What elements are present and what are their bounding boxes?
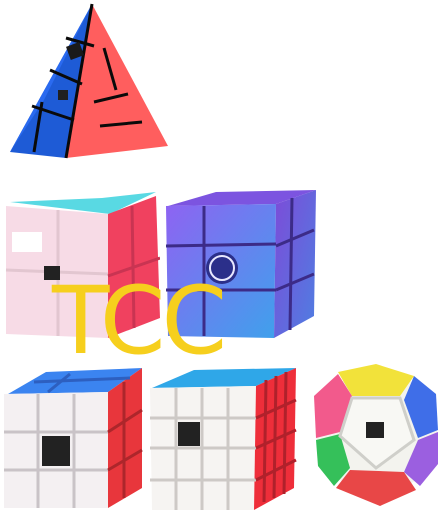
pyraminx-puzzle <box>4 2 168 164</box>
megaminx-puzzle-icon <box>314 364 438 506</box>
tcc-overlay-text: TCC <box>52 267 227 376</box>
2x2-cube-icon <box>5 192 160 338</box>
mirror-cube-icon <box>165 190 316 338</box>
2x2-cube <box>4 192 160 342</box>
megaminx-puzzle <box>310 360 444 508</box>
4x4-cube-icon <box>150 368 297 510</box>
pyraminx-puzzle-icon <box>10 3 168 159</box>
3x3-cube <box>4 366 144 508</box>
3x3-cube-icon <box>4 368 143 508</box>
mirror-cube <box>164 190 316 340</box>
4x4-cube <box>150 366 298 510</box>
